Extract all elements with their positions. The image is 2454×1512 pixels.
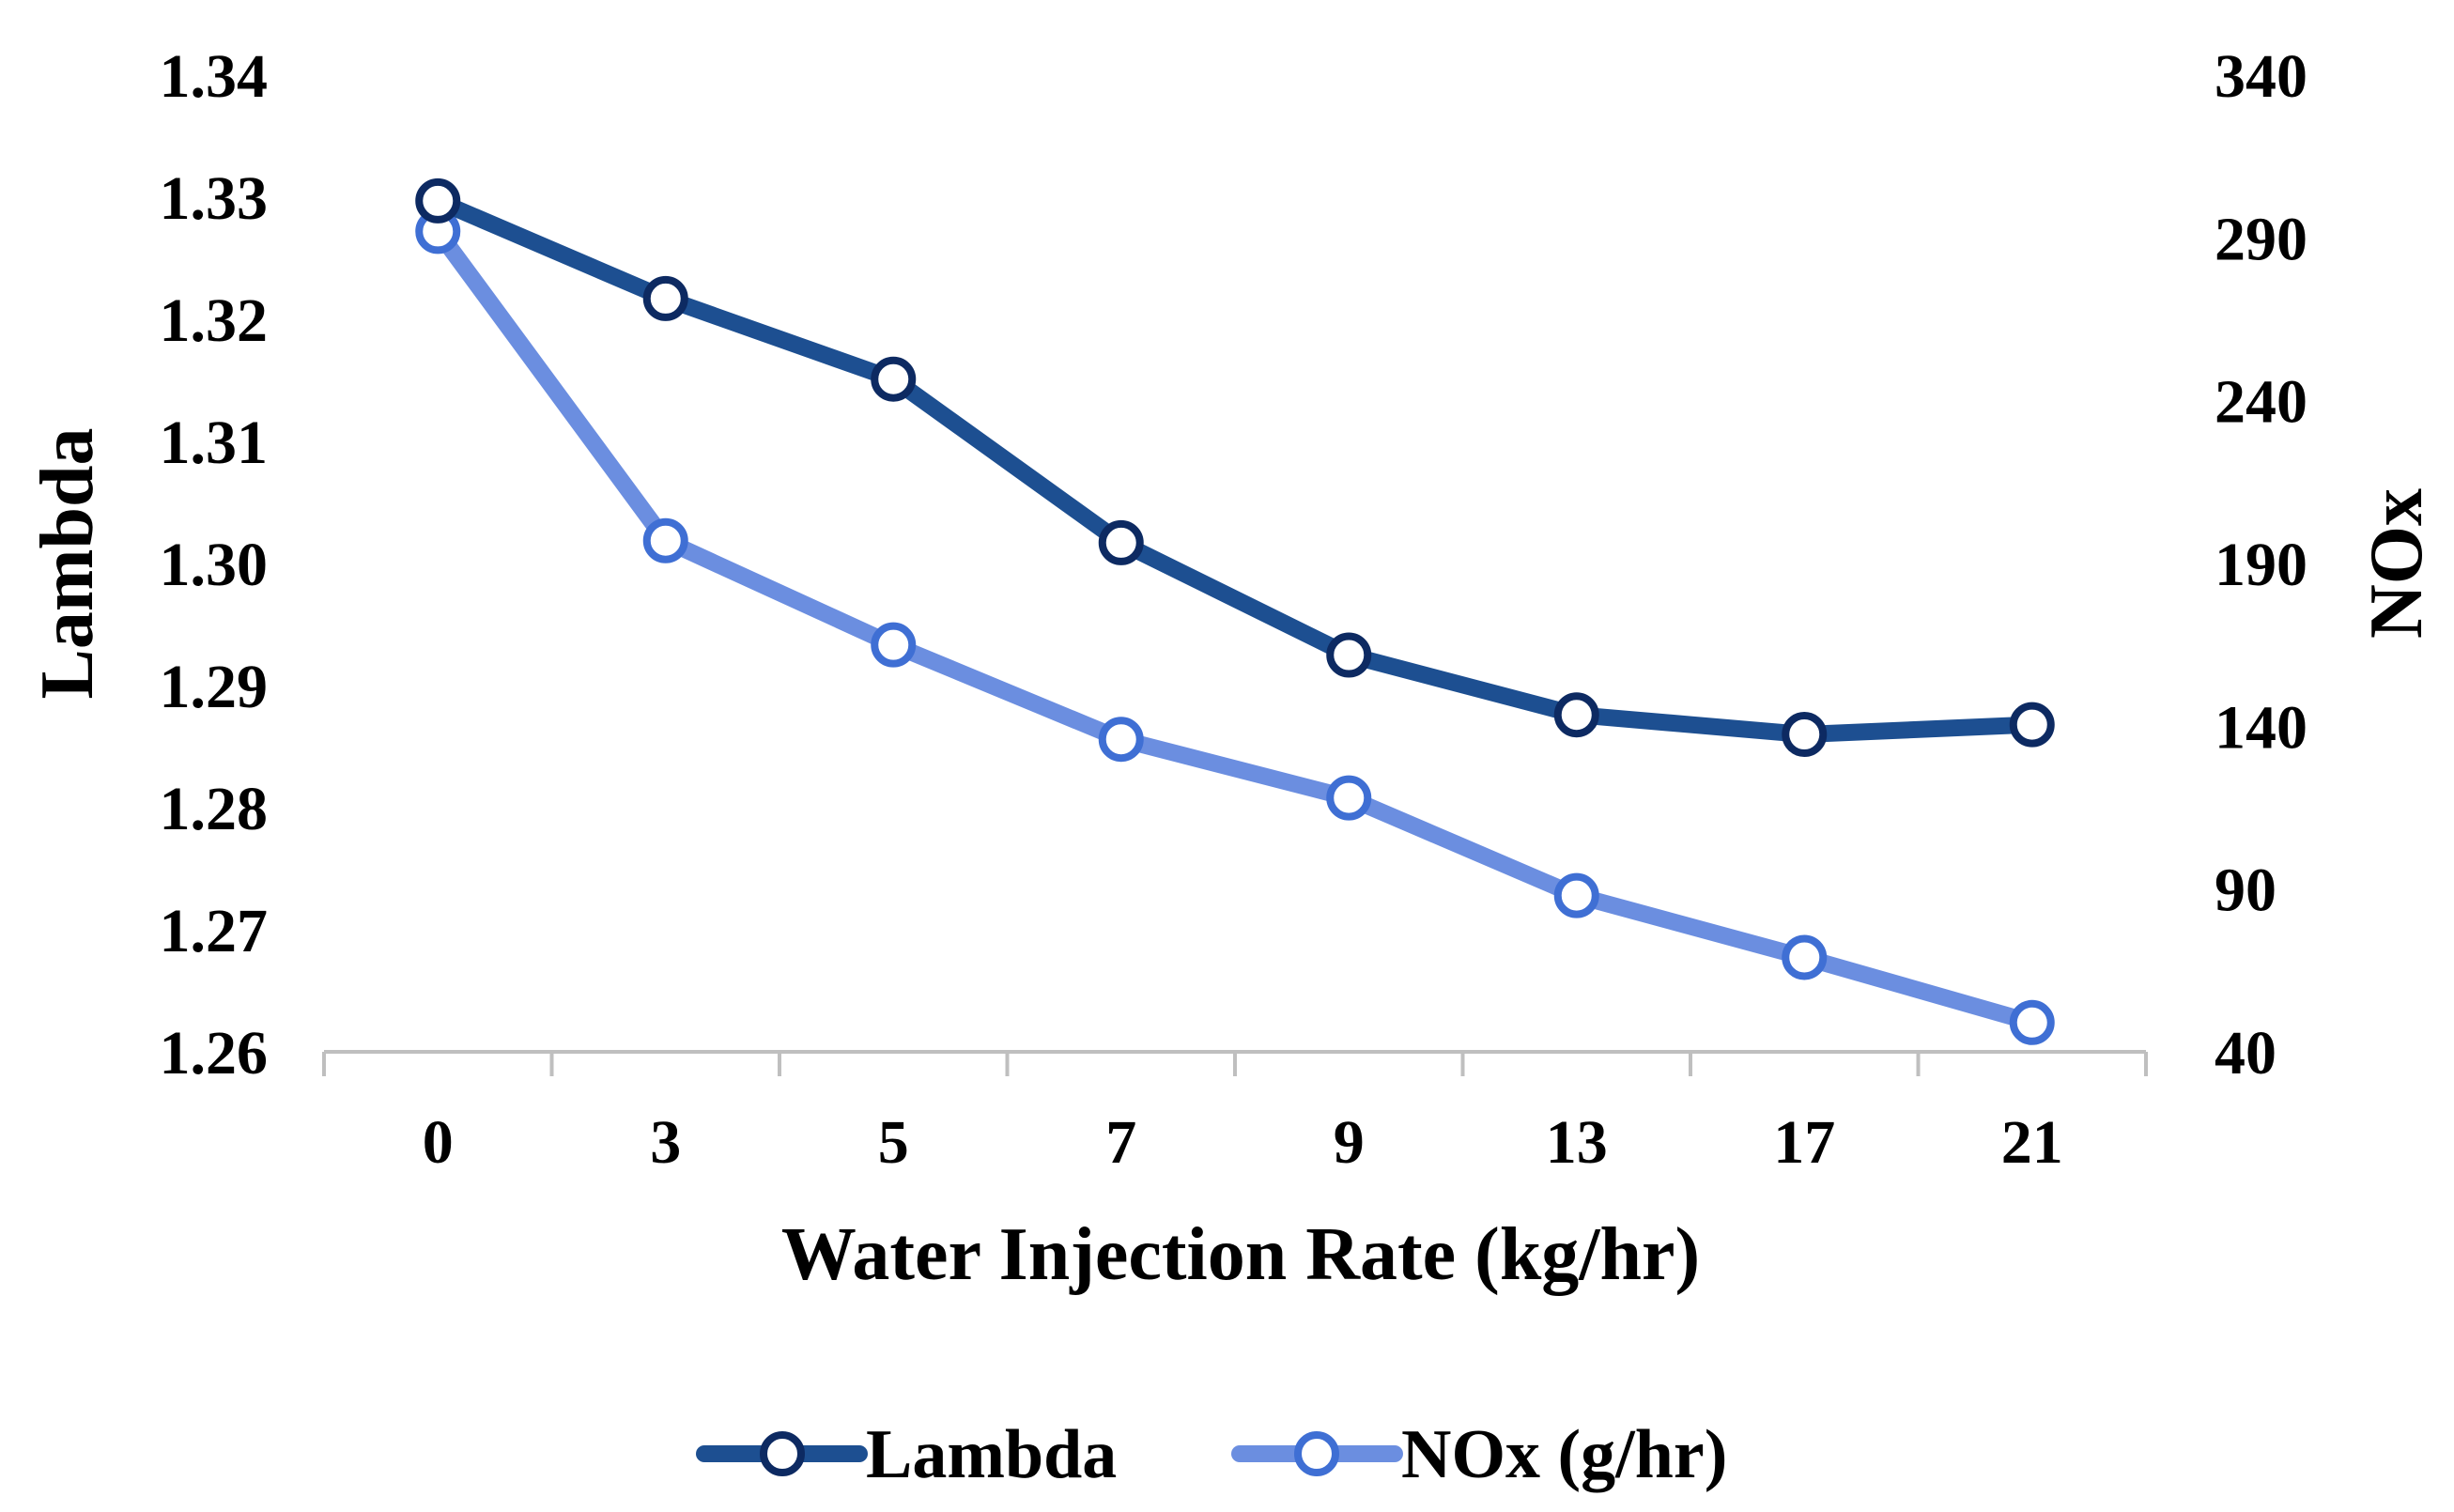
- data-point-nox: [871, 622, 917, 668]
- right-tick-label: 140: [2215, 693, 2307, 762]
- legend-nox-label: NOx (g/hr): [1401, 1416, 1727, 1493]
- right-tick-label: 290: [2215, 205, 2307, 273]
- data-point-nox: [1326, 775, 1372, 821]
- data-point-lambda: [415, 177, 461, 224]
- x-tick-label: 7: [1105, 1108, 1136, 1177]
- left-tick-label: 1.26: [160, 1019, 269, 1088]
- legend-lambda-label: Lambda: [866, 1416, 1117, 1493]
- right-tick-label: 190: [2215, 531, 2307, 599]
- right-tick-label: 90: [2215, 856, 2277, 925]
- chart-axes: [322, 1050, 2148, 1076]
- legend-nox-marker: [1294, 1431, 1339, 1476]
- data-point-lambda: [1326, 632, 1372, 678]
- data-point-lambda: [2009, 702, 2055, 748]
- left-axis-ticks: 1.34 1.33 1.32 1.31 1.30 1.29 1.28 1.27 1.26: [160, 42, 269, 1088]
- right-axis-title: NOx: [2355, 488, 2438, 639]
- series-line-nox: [429, 223, 2041, 1031]
- right-tick-label: 240: [2215, 368, 2307, 437]
- data-point-nox: [642, 517, 688, 563]
- legend: Lambda NOx (g/hr): [696, 1416, 1727, 1493]
- right-tick-label: 40: [2215, 1019, 2277, 1088]
- x-axis-ticks: 0 3 5 7 9 13 17 21: [423, 1108, 2063, 1177]
- data-point-lambda: [642, 275, 688, 321]
- series-line-lambda: [429, 192, 2041, 743]
- left-tick-label: 1.28: [160, 775, 269, 843]
- data-point-nox: [1098, 717, 1144, 763]
- data-point-lambda: [871, 356, 917, 402]
- left-tick-label: 1.31: [160, 409, 269, 477]
- left-axis-title: Lambda: [26, 428, 109, 700]
- series-layer: [415, 177, 2055, 1045]
- x-axis-title: Water Injection Rate (kg/hr): [781, 1213, 1700, 1296]
- left-tick-label: 1.30: [160, 531, 269, 599]
- left-tick-label: 1.34: [160, 42, 269, 111]
- left-tick-label: 1.27: [160, 897, 269, 965]
- x-tick-label: 3: [650, 1108, 681, 1177]
- legend-lambda-marker: [760, 1431, 805, 1476]
- x-tick-label: 17: [1773, 1108, 1835, 1177]
- x-tick-label: 13: [1546, 1108, 1608, 1177]
- x-tick-label: 21: [2001, 1108, 2063, 1177]
- right-tick-label: 340: [2215, 42, 2307, 111]
- data-point-nox: [1553, 872, 1599, 918]
- x-tick-label: 9: [1334, 1108, 1365, 1177]
- left-tick-label: 1.32: [160, 286, 269, 355]
- data-point-lambda: [1553, 692, 1599, 738]
- data-point-nox: [2009, 999, 2055, 1045]
- right-axis-ticks: 340 290 240 190 140 90 40: [2215, 42, 2307, 1088]
- x-tick-label: 0: [423, 1108, 454, 1177]
- data-point-lambda: [1098, 519, 1144, 565]
- left-tick-label: 1.33: [160, 164, 269, 233]
- data-point-nox: [1782, 934, 1828, 980]
- x-tick-label: 5: [878, 1108, 909, 1177]
- left-tick-label: 1.29: [160, 653, 269, 721]
- data-point-lambda: [1782, 712, 1828, 757]
